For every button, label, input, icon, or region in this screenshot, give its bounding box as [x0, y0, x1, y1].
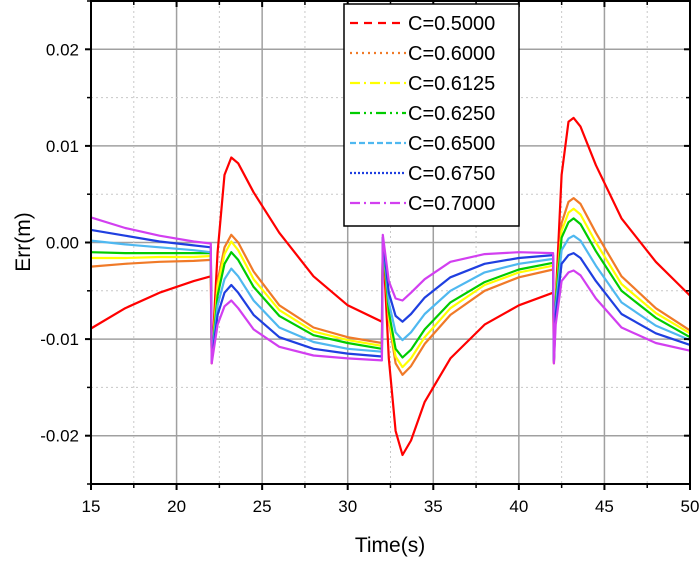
- x-tick-label: 45: [595, 497, 614, 516]
- series-lines: [90, 116, 691, 457]
- legend-label: C=0.6000: [408, 43, 495, 65]
- x-tick-label: 15: [82, 497, 101, 516]
- legend-label: C=0.7000: [408, 193, 495, 215]
- series-line: [90, 216, 691, 365]
- x-axis-title: Time(s): [355, 534, 425, 557]
- x-tick-label: 50: [681, 497, 700, 516]
- y-tick-label: -0.02: [40, 427, 79, 446]
- y-tick-label: 0.02: [46, 40, 79, 59]
- x-tick-label: 20: [167, 497, 186, 516]
- legend: C=0.5000 C=0.6000 C=0.6125 C=0.6250 C=0.6500…: [343, 3, 520, 227]
- x-tick-label: 30: [338, 497, 357, 516]
- legend-label: C=0.6250: [408, 103, 495, 125]
- x-tick-label: 35: [424, 497, 443, 516]
- y-axis-title: Err(m): [12, 212, 35, 271]
- legend-label: C=0.5000: [408, 13, 495, 35]
- tick-labels: 15 20 25 30 35 40 45 50 -0.02 -0.01 0.00 0.01 0.02: [40, 40, 699, 516]
- x-tick-label: 25: [253, 497, 272, 516]
- legend-label: C=0.6500: [408, 133, 495, 155]
- axes: [85, 0, 691, 490]
- y-tick-label: 0.00: [46, 234, 79, 253]
- series-line: [90, 116, 691, 457]
- y-tick-label: 0.01: [46, 137, 79, 156]
- legend-box: [343, 3, 520, 227]
- legend-label: C=0.6125: [408, 73, 495, 95]
- legend-label: C=0.6750: [408, 163, 495, 185]
- x-tick-label: 40: [509, 497, 528, 516]
- y-tick-label: -0.01: [40, 330, 79, 349]
